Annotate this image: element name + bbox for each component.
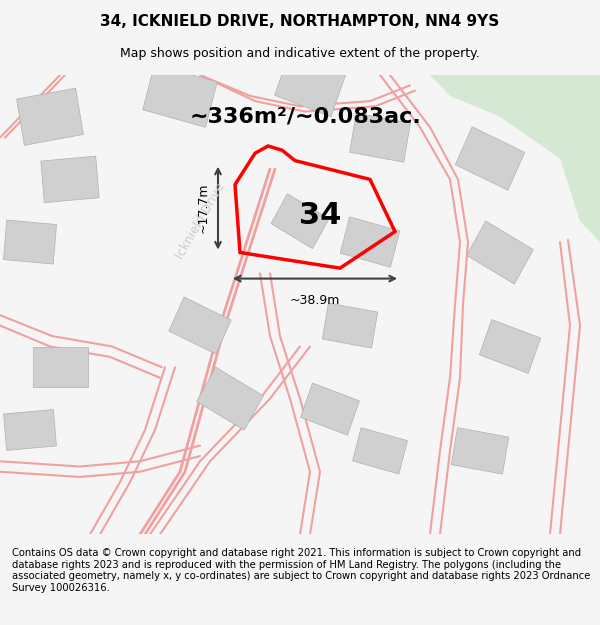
- Text: ~38.9m: ~38.9m: [290, 294, 340, 308]
- Polygon shape: [301, 383, 359, 435]
- Polygon shape: [430, 75, 600, 242]
- Polygon shape: [32, 348, 88, 387]
- Polygon shape: [4, 220, 56, 264]
- Polygon shape: [350, 113, 410, 162]
- Polygon shape: [275, 54, 346, 117]
- Polygon shape: [143, 64, 217, 128]
- Text: ~17.7m: ~17.7m: [197, 183, 210, 233]
- Polygon shape: [455, 127, 525, 190]
- Polygon shape: [17, 88, 83, 146]
- Polygon shape: [340, 217, 400, 268]
- Polygon shape: [169, 297, 231, 354]
- Text: 34: 34: [299, 201, 341, 231]
- Polygon shape: [467, 221, 533, 284]
- Text: ~336m²/~0.083ac.: ~336m²/~0.083ac.: [189, 107, 421, 127]
- Text: Contains OS data © Crown copyright and database right 2021. This information is : Contains OS data © Crown copyright and d…: [12, 548, 590, 592]
- Polygon shape: [353, 428, 407, 474]
- Polygon shape: [197, 367, 263, 430]
- Text: Map shows position and indicative extent of the property.: Map shows position and indicative extent…: [120, 48, 480, 61]
- Polygon shape: [41, 156, 99, 202]
- Polygon shape: [479, 319, 541, 373]
- Polygon shape: [4, 409, 56, 451]
- Polygon shape: [271, 194, 329, 249]
- Polygon shape: [322, 303, 377, 348]
- Text: 34, ICKNIELD DRIVE, NORTHAMPTON, NN4 9YS: 34, ICKNIELD DRIVE, NORTHAMPTON, NN4 9YS: [100, 14, 500, 29]
- Text: Icknield Drive: Icknield Drive: [173, 181, 227, 262]
- Polygon shape: [451, 428, 509, 474]
